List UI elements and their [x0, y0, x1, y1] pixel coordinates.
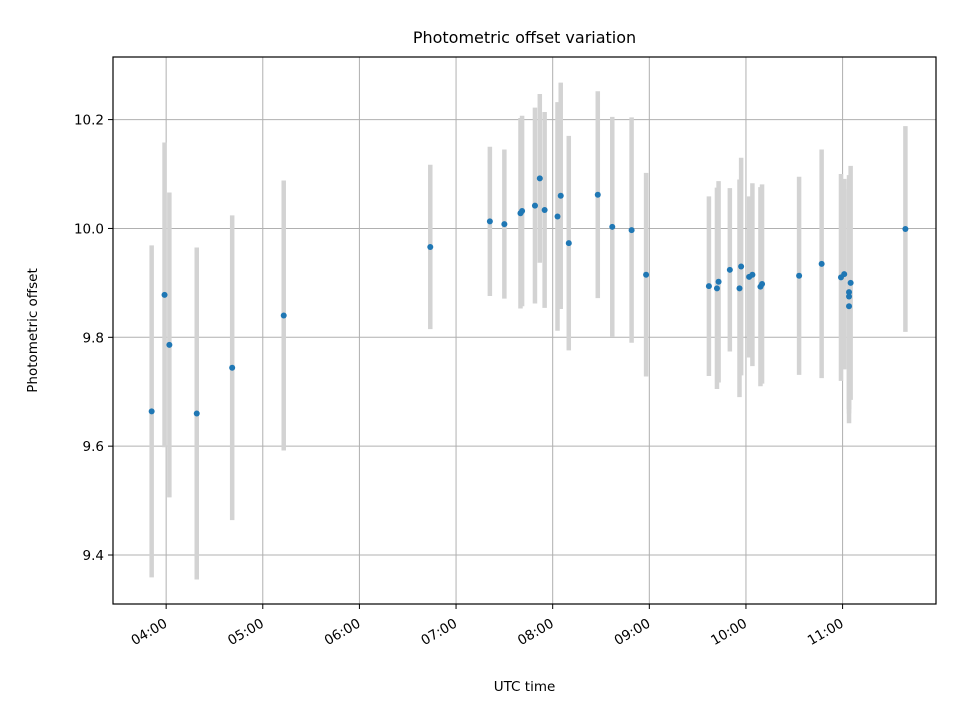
- data-point: [554, 213, 561, 220]
- data-point: [715, 278, 722, 285]
- data-point: [427, 243, 434, 250]
- data-point: [726, 266, 733, 273]
- data-point: [643, 271, 650, 278]
- data-point: [486, 218, 493, 225]
- x-axis-label: UTC time: [494, 679, 556, 695]
- data-point: [557, 192, 564, 199]
- data-point: [846, 289, 853, 296]
- y-axis: 9.4 9.6 9.8 10.0 10.2: [74, 113, 113, 564]
- data-point: [818, 260, 825, 267]
- data-point: [902, 225, 909, 232]
- plot-area: [113, 57, 936, 604]
- data-point: [193, 410, 200, 417]
- data-point: [759, 280, 766, 287]
- data-point: [531, 202, 538, 209]
- data-point: [749, 271, 756, 278]
- y-tick-label: 10.0: [74, 221, 104, 237]
- data-point: [628, 227, 635, 234]
- data-point: [609, 223, 616, 230]
- data-point: [705, 283, 712, 290]
- data-point: [847, 279, 854, 286]
- data-point: [738, 263, 745, 270]
- y-tick-label: 10.2: [74, 113, 104, 129]
- axes-frame: [112, 56, 937, 605]
- data-point: [148, 408, 155, 415]
- data-point: [229, 364, 236, 371]
- data-point: [846, 303, 853, 310]
- data-point: [501, 221, 508, 228]
- data-point: [594, 191, 601, 198]
- chart-title: Photometric offset variation: [413, 28, 636, 47]
- data-points: [148, 175, 909, 417]
- data-point: [519, 208, 526, 215]
- data-point: [166, 341, 173, 348]
- data-point: [736, 285, 743, 292]
- data-point: [280, 312, 287, 319]
- data-point: [713, 285, 720, 292]
- data-point: [565, 240, 572, 247]
- data-point: [161, 291, 168, 298]
- y-tick-label: 9.8: [83, 330, 104, 346]
- data-point: [846, 293, 853, 300]
- data-point: [841, 271, 848, 278]
- y-axis-label: Photometric offset: [25, 268, 41, 392]
- data-point: [541, 206, 548, 213]
- y-tick-label: 9.4: [83, 548, 104, 564]
- data-point: [796, 272, 803, 279]
- y-tick-label: 9.6: [83, 439, 104, 455]
- data-point: [536, 175, 543, 182]
